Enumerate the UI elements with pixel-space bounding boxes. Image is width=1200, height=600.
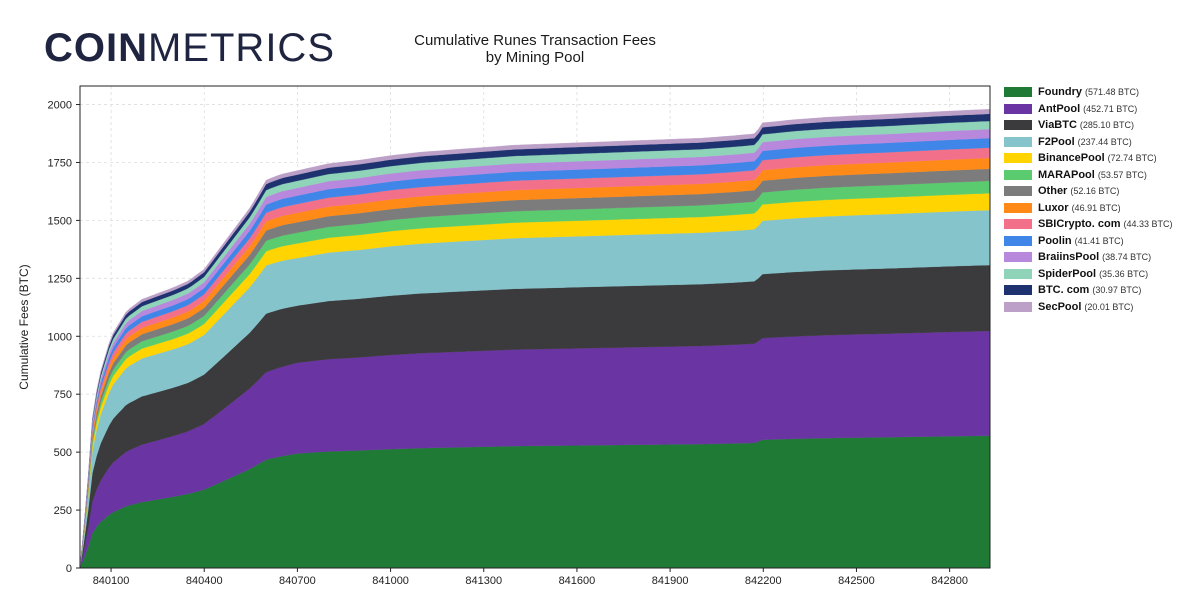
y-tick-label: 750 (54, 389, 72, 401)
legend-label: BinancePool (1038, 152, 1105, 165)
legend-value: (35.36 BTC) (1099, 268, 1149, 279)
legend-swatch (1004, 103, 1032, 114)
legend-swatch (1004, 285, 1032, 296)
legend-value: (46.91 BTC) (1071, 202, 1121, 213)
legend-swatch (1004, 202, 1032, 213)
legend-value: (38.74 BTC) (1102, 252, 1152, 263)
legend-swatch (1004, 186, 1032, 197)
legend-label: SpiderPool (1038, 267, 1097, 280)
coinmetrics-logo: COINMETRICS (44, 26, 335, 70)
chart-legend: Foundry (571.48 BTC) AntPool (452.71 BTC) Vi… (1004, 84, 1196, 315)
legend-item: F2Pool (237.44 BTC) (1004, 134, 1196, 151)
x-tick-label: 842500 (838, 575, 875, 587)
legend-label: BraiinsPool (1038, 251, 1100, 264)
legend-item: AntPool (452.71 BTC) (1004, 101, 1196, 118)
legend-swatch (1004, 252, 1032, 263)
x-tick-label: 842800 (931, 575, 968, 587)
legend-value: (452.71 BTC) (1083, 103, 1138, 114)
legend-swatch (1004, 136, 1032, 147)
legend-item: SBICrypto. com (44.33 BTC) (1004, 216, 1196, 233)
legend-label: Luxor (1038, 201, 1069, 214)
chart-title: Cumulative Runes Transaction Fees (414, 32, 656, 49)
y-axis-label: Cumulative Fees (BTC) (17, 264, 31, 389)
legend-label: SecPool (1038, 300, 1082, 313)
y-tick-label: 250 (54, 505, 72, 517)
legend-item: BraiinsPool (38.74 BTC) (1004, 249, 1196, 266)
x-tick-label: 840700 (279, 575, 316, 587)
logo-bold-text: COIN (44, 26, 148, 70)
legend-swatch (1004, 219, 1032, 230)
legend-value: (571.48 BTC) (1085, 87, 1140, 98)
legend-item: ViaBTC (285.10 BTC) (1004, 117, 1196, 134)
x-tick-label: 840400 (186, 575, 223, 587)
legend-value: (237.44 BTC) (1077, 136, 1132, 147)
legend-item: Foundry (571.48 BTC) (1004, 84, 1196, 101)
legend-item: BinancePool (72.74 BTC) (1004, 150, 1196, 167)
legend-item: Other (52.16 BTC) (1004, 183, 1196, 200)
y-tick-label: 2000 (48, 100, 72, 112)
x-tick-label: 841000 (372, 575, 409, 587)
legend-item: SecPool (20.01 BTC) (1004, 299, 1196, 316)
legend-label: SBICrypto. com (1038, 218, 1121, 231)
x-tick-label: 841600 (559, 575, 596, 587)
legend-label: Other (1038, 185, 1068, 198)
legend-swatch (1004, 235, 1032, 246)
legend-item: SpiderPool (35.36 BTC) (1004, 266, 1196, 283)
legend-value: (30.97 BTC) (1092, 285, 1142, 296)
chart-subtitle: by Mining Pool (485, 49, 585, 66)
stacked-area-chart: 0 250 500 750 1000 1250 1500 1750 2000 840100 8404… (17, 85, 991, 587)
legend-value: (53.57 BTC) (1097, 169, 1147, 180)
legend-value: (41.41 BTC) (1074, 235, 1124, 246)
legend-swatch (1004, 120, 1032, 131)
chart-title-block: Cumulative Runes Transaction Fees by Min… (330, 32, 740, 66)
legend-label: ViaBTC (1038, 119, 1077, 132)
legend-label: Foundry (1038, 86, 1082, 99)
legend-label: AntPool (1038, 102, 1081, 115)
plot-frame (79, 85, 991, 569)
legend-label: MARAPool (1038, 168, 1095, 181)
x-tick-label: 842200 (745, 575, 782, 587)
legend-value: (285.10 BTC) (1079, 120, 1134, 131)
legend-label: BTC. com (1038, 284, 1090, 297)
y-tick-label: 1000 (48, 331, 72, 343)
legend-label: Poolin (1038, 234, 1072, 247)
legend-item: BTC. com (30.97 BTC) (1004, 282, 1196, 299)
legend-value: (44.33 BTC) (1123, 219, 1173, 230)
x-tick-label: 841900 (652, 575, 689, 587)
y-tick-label: 1500 (48, 215, 72, 227)
legend-value: (52.16 BTC) (1070, 186, 1120, 197)
legend-swatch (1004, 153, 1032, 164)
x-tick-label: 841300 (465, 575, 502, 587)
legend-label: F2Pool (1038, 135, 1075, 148)
legend-value: (72.74 BTC) (1107, 153, 1157, 164)
legend-swatch (1004, 268, 1032, 279)
x-tick-label: 840100 (93, 575, 130, 587)
y-tick-label: 500 (54, 447, 72, 459)
legend-item: Poolin (41.41 BTC) (1004, 233, 1196, 250)
legend-value: (20.01 BTC) (1084, 301, 1134, 312)
legend-item: MARAPool (53.57 BTC) (1004, 167, 1196, 184)
y-tick-label: 1750 (48, 157, 72, 169)
legend-item: Luxor (46.91 BTC) (1004, 200, 1196, 217)
legend-swatch (1004, 301, 1032, 312)
y-tick-label: 1250 (48, 273, 72, 285)
legend-swatch (1004, 169, 1032, 180)
legend-swatch (1004, 87, 1032, 98)
logo-light-text: METRICS (148, 26, 335, 70)
y-tick-label: 0 (66, 563, 72, 575)
